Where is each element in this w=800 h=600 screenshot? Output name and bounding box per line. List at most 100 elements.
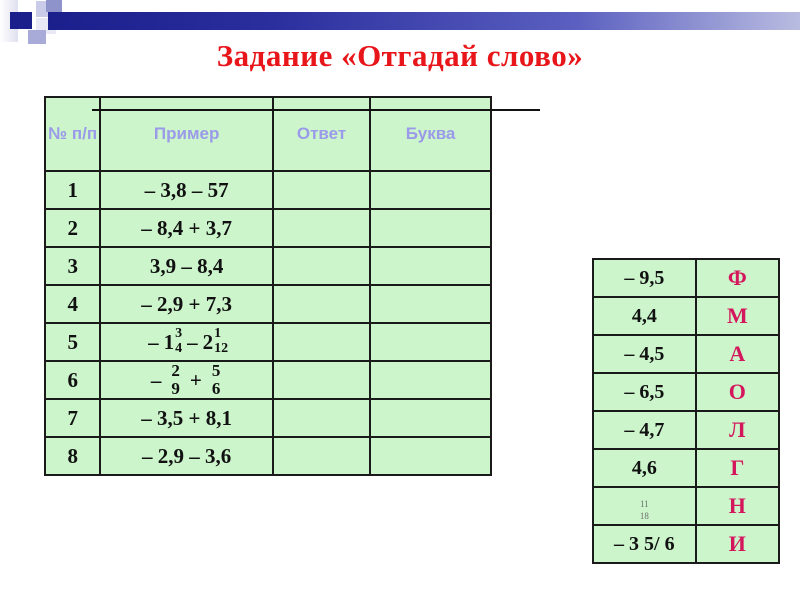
row-answer-cell[interactable] (271, 360, 372, 400)
fraction-1: 3 4 (175, 327, 182, 356)
mixed-number-2: 2 1 12 (203, 327, 229, 356)
row-number: 6 (43, 360, 102, 400)
header-number: № п/п (43, 96, 102, 172)
row-answer-cell[interactable] (271, 208, 372, 248)
key-value: – 9,5 (592, 258, 697, 298)
banner-square-medium (46, 0, 62, 12)
denominator-1: 4 (175, 341, 183, 356)
banner-gradient-block (0, 0, 18, 42)
key-value: – 4,5 (592, 334, 697, 374)
row-number: 7 (43, 398, 102, 438)
numerator-2: 5 (211, 361, 221, 381)
table-row: 6 – 2 9 + 5 6 (43, 109, 540, 400)
row-answer-cell[interactable] (271, 170, 372, 210)
row-example: – 2,9 – 3,6 (99, 436, 274, 476)
fraction-2: 1 12 (214, 327, 228, 356)
expression-row6: – 2 9 + 5 6 (92, 109, 540, 398)
mixed-number-1: 1 3 4 (164, 327, 183, 356)
row-answer-cell[interactable] (271, 322, 372, 362)
key-letter: Н (694, 486, 781, 526)
key-letter: Л (694, 410, 781, 450)
fraction-bar-2 (92, 109, 540, 111)
numerator: 11 (639, 498, 649, 509)
row-number: 8 (43, 436, 102, 476)
row-answer-cell[interactable] (271, 284, 372, 324)
fraction-11-18: 11 18 (640, 498, 649, 522)
key-row: 4,4 М (592, 296, 781, 336)
row-example: – 8,4 + 3,7 (99, 208, 274, 248)
row-number: 5 (43, 322, 102, 362)
banner-square-dark (10, 12, 32, 29)
row-letter-cell[interactable] (369, 208, 492, 248)
key-row: – 4,5 А (592, 334, 781, 374)
key-value: 4,4 (592, 296, 697, 336)
banner-square-violet (28, 30, 46, 44)
table-row: 1 – 3,8 – 57 (43, 170, 492, 210)
key-letter: О (694, 372, 781, 412)
table-row: 5 – 1 3 4 – 2 (43, 322, 492, 362)
table-header-row: № п/п Пример Ответ Буква (43, 96, 492, 172)
table-row: 3 3,9 – 8,4 (43, 246, 492, 286)
row-letter-cell[interactable] (369, 170, 492, 210)
row-letter-cell[interactable] (369, 360, 492, 400)
table-row: 2 – 8,4 + 3,7 (43, 208, 492, 248)
numerator-1: 2 (171, 361, 180, 381)
key-row: – 6,5 О (592, 372, 781, 412)
row-letter-cell[interactable] (369, 284, 492, 324)
numerator-1: 3 (175, 326, 183, 342)
row-example-mixed-fractions: – 1 3 4 – 2 1 (99, 322, 274, 362)
decorative-banner (0, 0, 800, 44)
denominator-1: 9 (171, 379, 180, 398)
table-row: 4 – 2,9 + 7,3 (43, 284, 492, 324)
row-number: 3 (43, 246, 102, 286)
row-number: 2 (43, 208, 102, 248)
key-value: 4,6 (592, 448, 697, 488)
key-letter: М (694, 296, 781, 336)
answer-key-table: – 9,5 Ф 4,4 М – 4,5 А – 6,5 О – 4,7 Л 4,… (592, 258, 781, 564)
key-value: – 4,7 (592, 410, 697, 450)
key-value-fraction: 11 18 (592, 486, 697, 526)
fraction-2: 5 6 (92, 109, 540, 398)
operator-minus: – (187, 329, 198, 354)
denominator: 18 (639, 511, 649, 521)
row-letter-cell[interactable] (369, 246, 492, 286)
row-number: 4 (43, 284, 102, 324)
whole-part-1: 1 (163, 329, 175, 354)
sign-minus-1: – (150, 367, 162, 392)
key-letter: А (694, 334, 781, 374)
banner-bar (48, 12, 800, 30)
key-row: 4,6 Г (592, 448, 781, 488)
row-answer-cell[interactable] (271, 398, 372, 438)
whole-part-2: 2 (202, 329, 214, 354)
row-number: 1 (43, 170, 102, 210)
header-example: Пример (99, 96, 274, 172)
key-value: – 6,5 (592, 372, 697, 412)
row-example-fractions: – 2 9 + 5 6 (92, 109, 540, 400)
key-row: – 4,7 Л (592, 410, 781, 450)
key-letter: Г (694, 448, 781, 488)
row-letter-cell[interactable] (369, 398, 492, 438)
key-value: – 3 5/ 6 (592, 524, 697, 564)
key-row: 11 18 Н (592, 486, 781, 526)
row-answer-cell[interactable] (271, 436, 372, 476)
key-letter: И (694, 524, 781, 564)
page-title: Задание «Отгадай слово» (216, 38, 584, 73)
table-row: 8 – 2,9 – 3,6 (43, 436, 492, 476)
row-example: – 3,5 + 8,1 (99, 398, 274, 438)
numerator-2: 1 (214, 326, 222, 342)
denominator-2: 6 (211, 379, 221, 398)
key-letter: Ф (694, 258, 781, 298)
answer-key-table-container: – 9,5 Ф 4,4 М – 4,5 А – 6,5 О – 4,7 Л 4,… (592, 258, 781, 564)
row-answer-cell[interactable] (271, 246, 372, 286)
row-example: 3,9 – 8,4 (99, 246, 274, 286)
operator-plus: + (189, 367, 202, 392)
row-letter-cell[interactable] (369, 436, 492, 476)
fraction-1: 2 9 (92, 109, 540, 398)
key-row: – 9,5 Ф (592, 258, 781, 298)
exercise-table-container: № п/п Пример Ответ Буква 1 – 3,8 – 57 2 … (43, 96, 540, 476)
key-row: – 3 5/ 6 И (592, 524, 781, 564)
table-row: 7 – 3,5 + 8,1 (43, 398, 492, 438)
row-letter-cell[interactable] (369, 322, 492, 362)
expression-row5: – 1 3 4 – 2 1 (145, 327, 228, 356)
row-example: – 2,9 + 7,3 (99, 284, 274, 324)
